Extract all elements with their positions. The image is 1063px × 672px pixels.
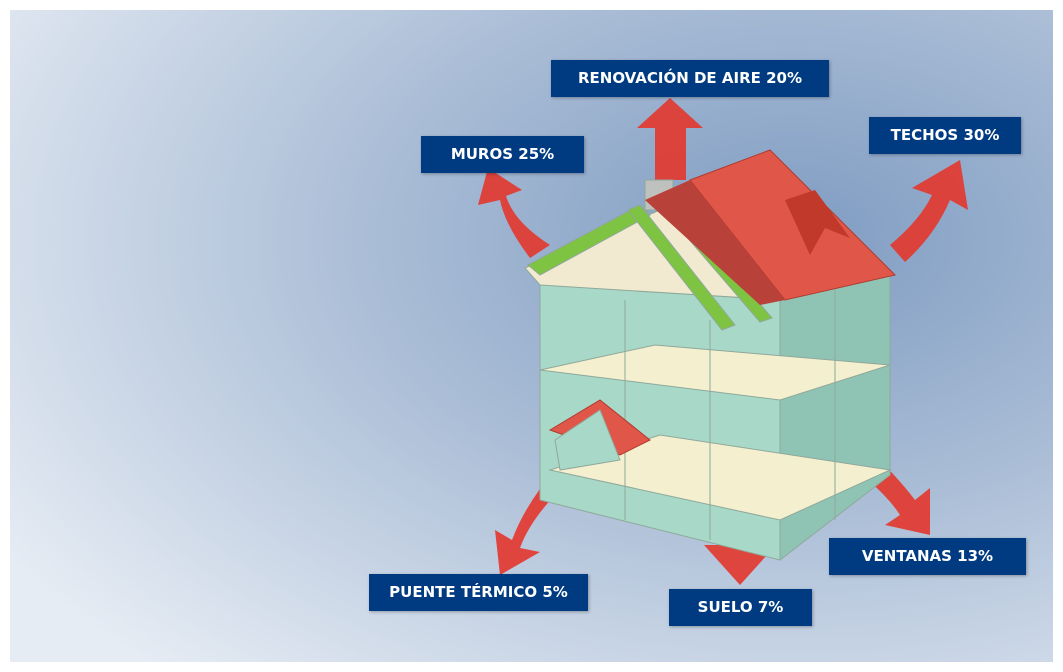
label: MUROS 25% [421,136,584,173]
label: SUELO 7% [669,589,812,626]
roof-edge [645,180,785,305]
small-wall [554,409,621,471]
label: RENOVACIÓN DE AIRE 20% [551,60,829,97]
arrow-roofs [890,160,968,262]
green-rafter [627,204,736,331]
roof-arrow [785,190,850,255]
label: PUENTE TÉRMICO 5% [369,574,588,611]
arrow-air [637,98,703,180]
label: TECHOS 30% [869,117,1021,154]
label: VENTANAS 13% [829,538,1026,575]
green-beam [527,204,651,276]
floor-1 [539,344,891,401]
arrow-walls [478,168,550,258]
house [524,149,896,562]
